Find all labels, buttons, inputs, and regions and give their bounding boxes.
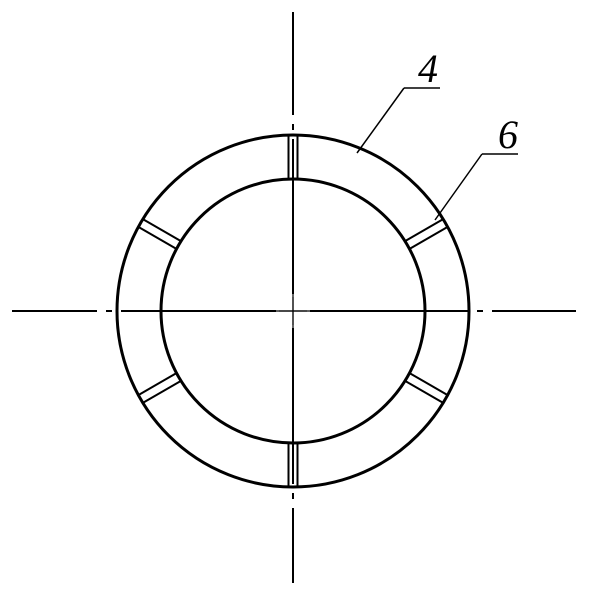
callout-labels: 46 (357, 46, 518, 220)
spoke-line (138, 227, 176, 249)
label-6: 6 (498, 112, 518, 157)
spoke-line (410, 227, 448, 249)
engineering-diagram: 46 (0, 0, 594, 591)
spoke-line (138, 373, 176, 395)
leader-line (435, 154, 482, 220)
spoke-line (405, 381, 443, 403)
leader-line (357, 88, 404, 153)
spoke-line (143, 381, 181, 403)
spoke-line (405, 219, 443, 241)
spoke-line (143, 219, 181, 241)
center-axes (12, 12, 576, 583)
label-4: 4 (418, 46, 438, 91)
spoke-line (410, 373, 448, 395)
